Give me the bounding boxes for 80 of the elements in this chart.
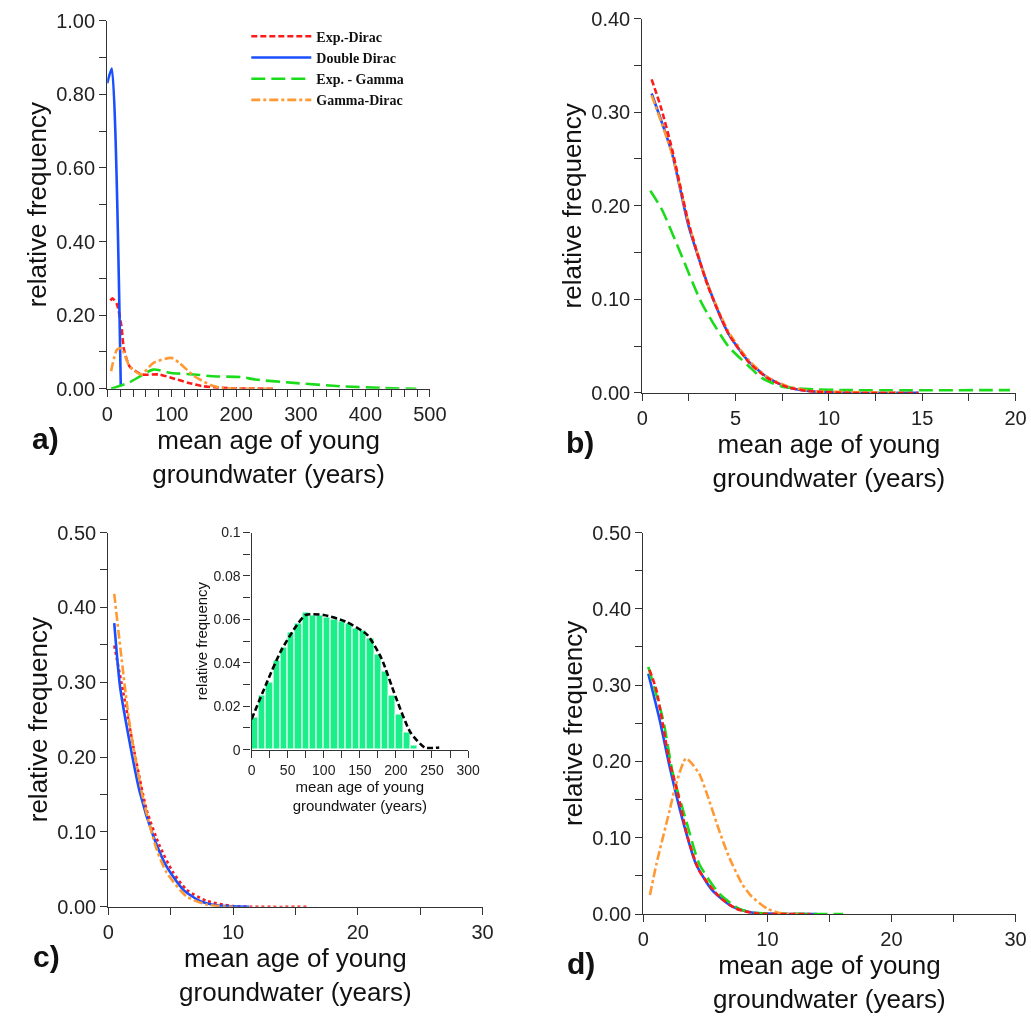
y-tick-label: 0.20 xyxy=(57,746,97,769)
x-tick-label: 300 xyxy=(456,761,480,778)
x-tick-label: 0 xyxy=(636,407,648,430)
y-tick-label: 0.10 xyxy=(591,288,631,311)
y-tick-label: 0.30 xyxy=(57,671,97,694)
x-tick-label: 10 xyxy=(817,407,841,430)
x-tick-label: 0 xyxy=(101,402,113,425)
x-tick-label: 100 xyxy=(312,761,336,778)
y-tick-label: 0.00 xyxy=(56,377,96,400)
x-tick-label: 500 xyxy=(413,402,447,425)
y-tick-label: 0.80 xyxy=(56,83,96,106)
x-tick-label: 300 xyxy=(284,402,318,425)
text: c) xyxy=(33,940,60,973)
y-tick-label: 0.00 xyxy=(591,381,631,404)
y-tick-label: 0.30 xyxy=(591,101,631,124)
y-tick-label: 0.50 xyxy=(592,521,632,544)
x-axis-title: mean age of young groundwater (years) xyxy=(712,429,946,493)
x-tick-label: 200 xyxy=(219,402,253,425)
x-tick-label: 250 xyxy=(420,761,444,778)
x-axis-title: mean age of young groundwater (years) xyxy=(713,950,946,1014)
y-tick-label: 0.00 xyxy=(592,903,632,926)
x-tick-label: 400 xyxy=(348,402,383,425)
x-tick-label: 100 xyxy=(155,402,189,425)
line-series xyxy=(251,612,441,750)
legend-label: Exp.-Dirac xyxy=(316,29,383,45)
legend-label: Gamma-Dirac xyxy=(316,93,403,109)
x-axis-title: mean age of young groundwater (years) xyxy=(179,942,412,1007)
line-series xyxy=(109,368,418,389)
y-axis-title: relative frequency xyxy=(22,617,53,823)
x-axis-title: mean age of young groundwater (years) xyxy=(152,424,385,489)
x-axis-title: mean age of young groundwater (years) xyxy=(292,777,427,815)
y-tick-label: 0.60 xyxy=(56,156,96,179)
y-tick-label: 0.20 xyxy=(591,194,631,217)
x-tick-label: 150 xyxy=(348,761,372,778)
legend-label: Double Dirac xyxy=(316,50,397,66)
y-axis-title: relative frequency xyxy=(556,103,587,309)
y-tick-label: 1.00 xyxy=(56,9,96,32)
y-tick-label: 0.40 xyxy=(592,597,632,620)
text: a) xyxy=(32,422,59,455)
x-tick-label: 20 xyxy=(346,920,369,943)
x-tick-label: 20 xyxy=(880,928,903,951)
y-tick-label: 0.06 xyxy=(213,611,241,628)
line-series xyxy=(649,189,1012,392)
y-tick-label: 0.10 xyxy=(57,820,97,843)
x-tick-label: 0 xyxy=(247,761,256,778)
y-tick-label: 0.40 xyxy=(57,596,97,619)
x-tick-label: 50 xyxy=(279,761,296,778)
x-tick-label: 30 xyxy=(1004,928,1027,951)
x-tick-label: 15 xyxy=(911,407,934,430)
y-tick-label: 0 xyxy=(232,741,241,758)
y-tick-label: 0.1 xyxy=(221,524,241,541)
x-tick-label: 200 xyxy=(384,761,408,778)
y-tick-label: 0.10 xyxy=(592,826,632,849)
y-axis-title: relative frequency xyxy=(557,620,588,826)
y-tick-label: 0.02 xyxy=(213,698,241,715)
text: d) xyxy=(567,947,596,980)
y-tick-label: 0.08 xyxy=(213,567,241,584)
y-tick-label: 0.40 xyxy=(591,7,631,30)
y-tick-label: 0.20 xyxy=(592,750,632,773)
line-series xyxy=(648,757,799,915)
x-tick-label: 30 xyxy=(471,920,494,943)
y-tick-label: 0.20 xyxy=(56,304,96,327)
line-series xyxy=(647,665,845,915)
x-tick-label: 10 xyxy=(756,928,779,951)
y-tick-label: 0.30 xyxy=(592,674,632,697)
x-tick-label: 5 xyxy=(730,407,742,430)
x-tick-label: 0 xyxy=(637,928,649,951)
y-tick-label: 0.04 xyxy=(213,654,241,671)
x-tick-label: 0 xyxy=(102,920,114,943)
y-tick-label: 0.50 xyxy=(57,521,97,544)
y-axis-title: relative frequency xyxy=(21,102,52,308)
x-tick-label: 20 xyxy=(1004,407,1027,430)
y-tick-label: 0.00 xyxy=(57,895,97,918)
line-series xyxy=(109,346,275,389)
text: b) xyxy=(566,426,595,459)
legend-label: Exp. - Gamma xyxy=(316,72,404,88)
y-tick-label: 0.40 xyxy=(56,230,96,253)
x-tick-label: 10 xyxy=(221,920,245,943)
line-series xyxy=(109,296,275,389)
y-axis-title: relative frequency xyxy=(192,581,210,701)
